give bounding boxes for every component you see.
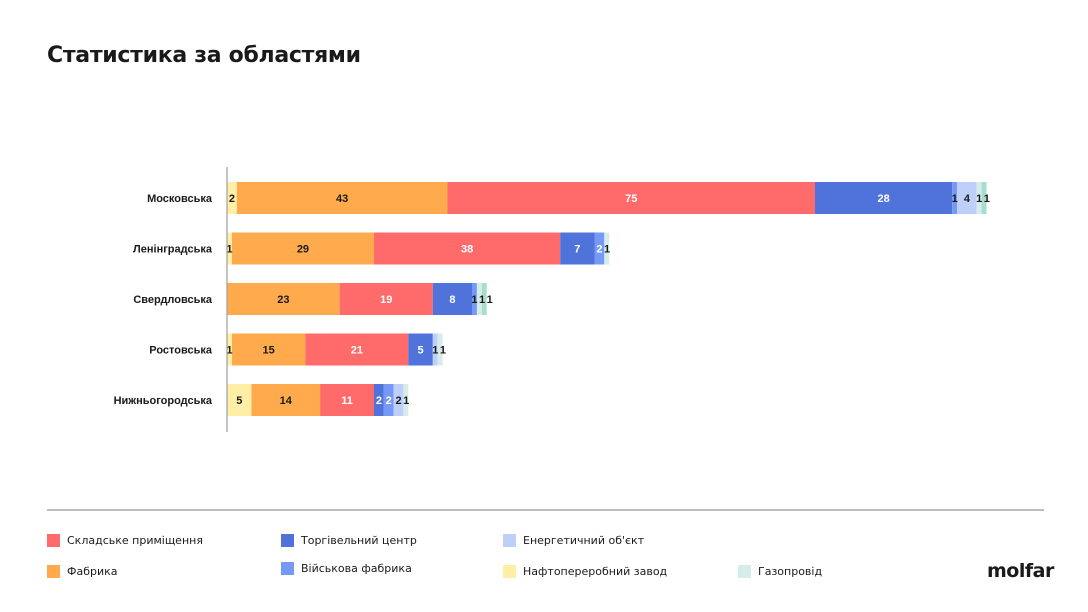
bar-segment (339, 283, 433, 315)
bar-segment (437, 333, 443, 366)
category-label: Свердловська (133, 294, 213, 306)
bar-segment (236, 182, 448, 214)
bar-segment (320, 384, 374, 416)
molfar-logo: molfar (987, 560, 1054, 582)
bar-segment (481, 283, 487, 315)
data-label: 1 (479, 294, 485, 306)
bar-segment (231, 333, 306, 366)
data-label: 28 (877, 193, 889, 205)
bar-segment (432, 283, 472, 315)
data-label: 5 (236, 395, 242, 407)
data-label: 2 (395, 395, 401, 407)
legend-swatch (281, 562, 294, 575)
bar-segment (227, 182, 237, 214)
legend-item-pipeline: Газопровід (738, 565, 822, 578)
legend-label: Газопровід (758, 565, 823, 578)
bar-segment (227, 333, 232, 366)
data-label: 7 (574, 244, 580, 256)
bar-segment (815, 182, 953, 214)
data-label: 2 (229, 193, 235, 205)
bar-segment (976, 182, 982, 214)
bar-segment (251, 384, 321, 416)
bar-segment (374, 232, 561, 265)
bar-segment (957, 182, 977, 214)
legend-swatch (47, 534, 60, 547)
data-label: 21 (351, 345, 363, 357)
data-label: 2 (386, 395, 392, 407)
legend-item-warehouse: Складське приміщення (47, 534, 203, 547)
legend-label: Складське приміщення (67, 534, 203, 547)
category-label: Нижньогородська (114, 395, 213, 407)
bar-segment (952, 182, 958, 214)
category-label: Ленінградська (133, 244, 213, 256)
bar-segment (560, 232, 595, 265)
legend-item-mall: Торгівельний центр (281, 534, 417, 547)
bar-segment (227, 232, 232, 265)
data-label: 1 (976, 193, 982, 205)
chart-title: Статистика за областями (47, 43, 361, 68)
bar-segment (594, 232, 605, 265)
data-label: 75 (625, 193, 637, 205)
data-label: 1 (403, 395, 409, 407)
category-label: Ростовська (149, 345, 213, 357)
bar-segment (476, 283, 482, 315)
legend-label: Військова фабрика (301, 562, 412, 575)
legend-swatch (503, 534, 516, 547)
bar-segment (231, 232, 374, 265)
data-label: 8 (449, 294, 455, 306)
data-label: 1 (440, 345, 446, 357)
bar-segment (408, 333, 433, 366)
legend-item-energy: Енергетичний об'єкт (503, 534, 644, 547)
bar-segment (383, 384, 394, 416)
data-label: 1 (952, 193, 958, 205)
data-label: 11 (341, 395, 353, 407)
data-label: 15 (263, 345, 275, 357)
bar-segment (472, 283, 477, 315)
data-label: 19 (380, 294, 392, 306)
legend-swatch (738, 565, 751, 578)
category-label: Московська (147, 193, 213, 205)
bar-segment (393, 384, 404, 416)
bar-segment (432, 333, 438, 366)
legend-swatch (47, 565, 60, 578)
data-label: 14 (280, 395, 293, 407)
bar-segment (981, 182, 987, 214)
data-label: 2 (376, 395, 382, 407)
data-label: 23 (277, 294, 289, 306)
data-label: 1 (984, 193, 990, 205)
bar-segment (604, 232, 610, 265)
data-label: 29 (297, 244, 309, 256)
bar-segment (227, 283, 340, 315)
legend-item-factory: Фабрика (47, 565, 118, 578)
bar-segment (403, 384, 409, 416)
data-label: 1 (471, 294, 477, 306)
data-label: 43 (336, 193, 348, 205)
data-label: 1 (604, 244, 610, 256)
legend-item-refinery: Нафтопереробний завод (503, 565, 667, 578)
data-label: 4 (964, 193, 971, 205)
data-label: 1 (432, 345, 438, 357)
data-label: 1 (226, 244, 232, 256)
legend-label: Нафтопереробний завод (523, 565, 668, 578)
legend-label: Енергетичний об'єкт (523, 534, 645, 547)
bar-segment (447, 182, 815, 214)
bar-segment (374, 384, 384, 416)
data-label: 5 (417, 345, 423, 357)
legend-label: Торгівельний центр (301, 534, 417, 547)
data-label: 1 (226, 345, 232, 357)
legend-divider (47, 509, 1044, 511)
data-label: 1 (487, 294, 493, 306)
data-label: 2 (596, 244, 602, 256)
bar-segment (305, 333, 409, 366)
legend-swatch (503, 565, 516, 578)
data-label: 38 (461, 244, 473, 256)
legend-item-military-factory: Військова фабрика (281, 562, 412, 575)
legend-label: Фабрика (67, 565, 118, 578)
bar-segment (227, 384, 252, 416)
legend-swatch (281, 534, 294, 547)
